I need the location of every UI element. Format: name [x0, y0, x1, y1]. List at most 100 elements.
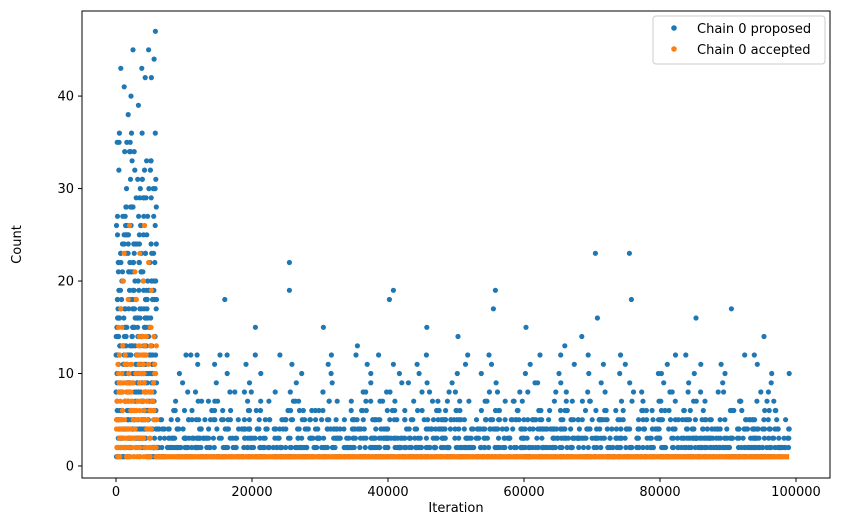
data-point: [724, 426, 730, 432]
data-point: [192, 389, 199, 395]
data-point: [140, 195, 146, 201]
data-point: [341, 444, 347, 451]
data-point: [313, 417, 319, 423]
data-point: [670, 426, 676, 432]
data-point: [663, 444, 669, 451]
data-point: [152, 222, 158, 229]
data-point: [471, 444, 477, 451]
data-point: [482, 426, 488, 432]
data-point: [198, 426, 204, 432]
data-point: [473, 435, 479, 441]
data-point: [698, 361, 704, 367]
data-point: [128, 269, 134, 275]
data-point: [575, 417, 581, 423]
data-point: [244, 444, 250, 451]
data-point: [598, 380, 604, 386]
data-point: [781, 435, 787, 441]
data-point: [116, 315, 122, 321]
data-point: [120, 444, 126, 451]
data-point: [390, 287, 396, 293]
data-point: [559, 444, 565, 451]
data-point: [402, 417, 408, 423]
data-point: [220, 444, 226, 451]
data-point: [142, 343, 148, 349]
data-point: [119, 269, 126, 275]
data-point: [311, 444, 317, 451]
data-point: [666, 426, 672, 432]
data-point: [639, 389, 645, 395]
data-point: [428, 426, 434, 432]
data-point: [142, 389, 148, 395]
data-point: [426, 389, 433, 395]
data-point: [180, 426, 186, 432]
data-point: [492, 287, 498, 293]
data-point: [309, 407, 315, 414]
data-point: [136, 287, 142, 293]
data-point: [151, 417, 157, 423]
data-point: [582, 407, 589, 414]
data-point: [189, 407, 195, 414]
data-point: [681, 444, 688, 451]
data-point: [452, 389, 458, 395]
data-point: [145, 213, 151, 219]
data-point: [564, 444, 570, 451]
data-point: [452, 426, 458, 432]
data-point: [698, 435, 705, 441]
data-point: [250, 444, 257, 451]
data-point: [335, 435, 341, 441]
data-point: [122, 149, 128, 155]
data-point: [493, 444, 499, 451]
data-point: [125, 380, 131, 386]
data-point: [401, 444, 408, 451]
data-point: [119, 296, 125, 303]
data-point: [125, 398, 131, 404]
data-point: [655, 417, 662, 423]
data-point: [262, 417, 268, 423]
data-point: [740, 435, 746, 441]
data-point: [357, 435, 364, 441]
data-point: [488, 361, 495, 367]
data-point: [698, 389, 704, 395]
data-point: [246, 380, 253, 386]
data-point: [405, 380, 411, 386]
data-point: [569, 417, 575, 423]
data-point: [145, 361, 152, 367]
data-point: [758, 389, 764, 395]
data-point: [149, 389, 155, 395]
data-point: [786, 370, 792, 377]
data-point: [363, 398, 369, 404]
data-point: [672, 417, 679, 423]
data-point: [466, 444, 473, 451]
data-point: [667, 417, 674, 423]
data-point: [579, 398, 586, 404]
data-point: [286, 259, 292, 266]
data-point: [146, 435, 153, 441]
data-point: [136, 380, 143, 386]
data-point: [761, 435, 768, 441]
data-point: [287, 389, 293, 395]
data-point: [482, 417, 489, 423]
data-point: [136, 213, 142, 219]
data-point: [115, 361, 121, 367]
data-point: [516, 417, 522, 423]
data-point: [373, 426, 379, 432]
data-point: [142, 250, 149, 256]
legend-label-accepted: Chain 0 accepted: [697, 43, 811, 58]
data-point: [741, 426, 747, 432]
data-point: [649, 407, 655, 414]
data-point: [348, 398, 354, 404]
data-point: [754, 426, 760, 432]
data-point: [233, 444, 239, 451]
data-point: [133, 195, 139, 201]
data-point: [620, 407, 626, 414]
data-point: [328, 352, 334, 358]
data-point: [617, 352, 624, 358]
data-point: [377, 398, 383, 404]
data-point: [122, 361, 128, 367]
data-point: [484, 398, 490, 404]
data-point: [669, 444, 676, 451]
data-point: [144, 426, 150, 432]
data-point: [220, 407, 226, 414]
data-point: [555, 435, 561, 441]
data-point: [628, 296, 635, 303]
